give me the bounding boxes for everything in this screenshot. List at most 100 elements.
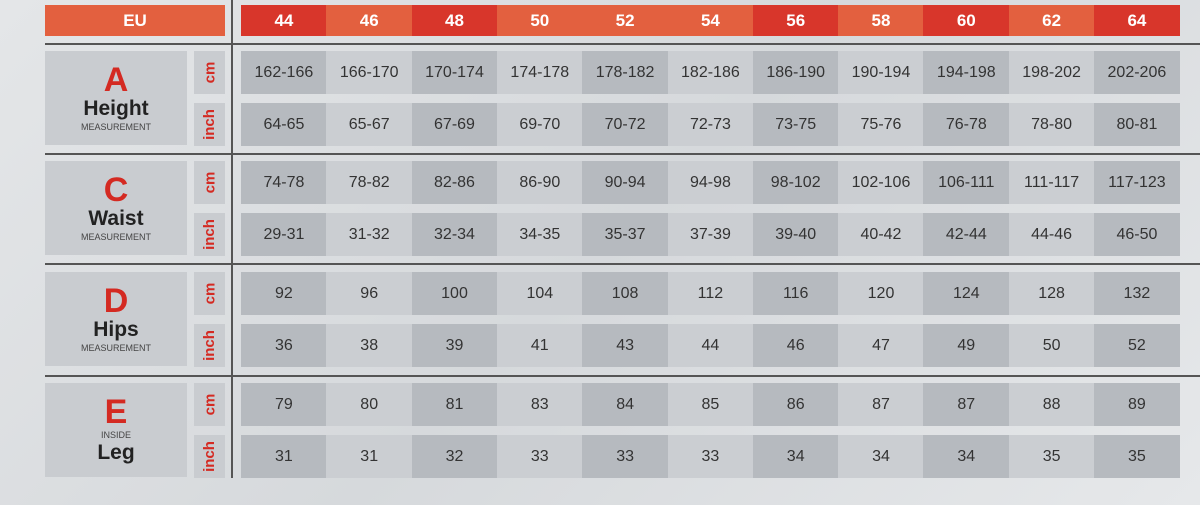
table-cell: 33 xyxy=(582,435,668,478)
table-cell: 76-78 xyxy=(923,103,1010,146)
table-cell: 170-174 xyxy=(411,51,498,94)
row-divider xyxy=(45,263,1200,265)
table-cell: 50 xyxy=(1008,324,1095,367)
table-cell: 120 xyxy=(838,272,924,315)
table-cell: 40-42 xyxy=(838,213,924,256)
unit-label: inch xyxy=(194,213,225,256)
table-cell: 39-40 xyxy=(752,213,839,256)
table-cell: 100 xyxy=(411,272,498,315)
table-cell: 43 xyxy=(582,324,668,367)
table-cell: 35 xyxy=(1008,435,1095,478)
unit-text: cm xyxy=(201,61,218,84)
row-divider xyxy=(45,375,1200,377)
table-cell: 87 xyxy=(923,383,1010,426)
table-cell: 89 xyxy=(1094,383,1180,426)
table-cell: 83 xyxy=(496,383,583,426)
table-cell: 96 xyxy=(326,272,413,315)
table-cell: 47 xyxy=(838,324,924,367)
table-cell: 52 xyxy=(1094,324,1180,367)
table-cell: 102-106 xyxy=(838,161,924,204)
table-cell: 75-76 xyxy=(838,103,924,146)
unit-text: inch xyxy=(201,109,218,140)
unit-label: cm xyxy=(194,161,225,204)
table-cell: 69-70 xyxy=(496,103,583,146)
unit-text: inch xyxy=(201,219,218,250)
table-cell: 182-186 xyxy=(667,51,754,94)
row-divider xyxy=(45,43,1200,45)
table-cell: 108 xyxy=(582,272,668,315)
table-cell: 86-90 xyxy=(496,161,583,204)
table-cell: 174-178 xyxy=(496,51,583,94)
unit-text: cm xyxy=(201,393,218,416)
divider xyxy=(231,0,233,478)
group-subtitle: MEASUREMENT xyxy=(80,232,151,242)
table-cell: 32 xyxy=(411,435,498,478)
table-cell: 46-50 xyxy=(1094,213,1180,256)
unit-text: cm xyxy=(201,282,218,305)
group-letter: C xyxy=(103,171,129,209)
unit-label: inch xyxy=(194,435,225,478)
table-cell: 190-194 xyxy=(838,51,924,94)
table-cell: 84 xyxy=(582,383,668,426)
table-cell: 36 xyxy=(241,324,327,367)
unit-text: inch xyxy=(201,330,218,361)
table-cell: 79 xyxy=(241,383,327,426)
group-letter: D xyxy=(103,282,129,320)
table-cell: 35 xyxy=(1094,435,1180,478)
table-cell: 194-198 xyxy=(923,51,1010,94)
unit-label: cm xyxy=(194,272,225,315)
group-name: Waist xyxy=(88,207,144,230)
table-cell: 32-34 xyxy=(411,213,498,256)
table-cell: 65-67 xyxy=(326,103,413,146)
table-cell: 46 xyxy=(752,324,839,367)
table-cell: 81 xyxy=(411,383,498,426)
table-cell: 44-46 xyxy=(1008,213,1095,256)
unit-label: inch xyxy=(194,324,225,367)
table-cell: 98-102 xyxy=(752,161,839,204)
table-cell: 92 xyxy=(241,272,327,315)
table-cell: 31 xyxy=(326,435,413,478)
group-letter: A xyxy=(103,61,129,99)
group-name: Height xyxy=(83,97,149,120)
unit-label: cm xyxy=(194,383,225,426)
table-cell: 117-123 xyxy=(1094,161,1180,204)
table-cell: 87 xyxy=(838,383,924,426)
table-cell: 34 xyxy=(923,435,1010,478)
table-cell: 73-75 xyxy=(752,103,839,146)
table-cell: 106-111 xyxy=(923,161,1010,204)
unit-text: inch xyxy=(201,441,218,472)
group-subtitle: MEASUREMENT xyxy=(80,343,151,353)
size-header-60: 60 xyxy=(923,5,1010,36)
table-cell: 31 xyxy=(241,435,327,478)
table-cell: 34 xyxy=(752,435,839,478)
size-header-58: 58 xyxy=(838,5,924,36)
table-cell: 80 xyxy=(326,383,413,426)
table-cell: 116 xyxy=(752,272,839,315)
size-header-56: 56 xyxy=(752,5,839,36)
table-cell: 31-32 xyxy=(326,213,413,256)
label-height: A Height MEASUREMENT xyxy=(45,51,187,145)
label-leg: E INSIDE Leg xyxy=(45,383,187,477)
table-cell: 67-69 xyxy=(411,103,498,146)
eu-header: EU xyxy=(45,5,225,36)
table-cell: 80-81 xyxy=(1094,103,1180,146)
table-cell: 132 xyxy=(1094,272,1180,315)
table-cell: 90-94 xyxy=(582,161,668,204)
group-subtitle: MEASUREMENT xyxy=(80,122,151,132)
table-cell: 34 xyxy=(838,435,924,478)
table-cell: 42-44 xyxy=(923,213,1010,256)
group-name: Hips xyxy=(93,318,139,341)
table-cell: 88 xyxy=(1008,383,1095,426)
table-cell: 178-182 xyxy=(582,51,668,94)
table-cell: 124 xyxy=(923,272,1010,315)
table-cell: 49 xyxy=(923,324,1010,367)
unit-label: inch xyxy=(194,103,225,146)
table-cell: 72-73 xyxy=(667,103,754,146)
table-cell: 112 xyxy=(667,272,754,315)
row-divider xyxy=(45,153,1200,155)
table-cell: 186-190 xyxy=(752,51,839,94)
table-cell: 41 xyxy=(496,324,583,367)
table-cell: 128 xyxy=(1008,272,1095,315)
table-cell: 39 xyxy=(411,324,498,367)
table-cell: 74-78 xyxy=(241,161,327,204)
